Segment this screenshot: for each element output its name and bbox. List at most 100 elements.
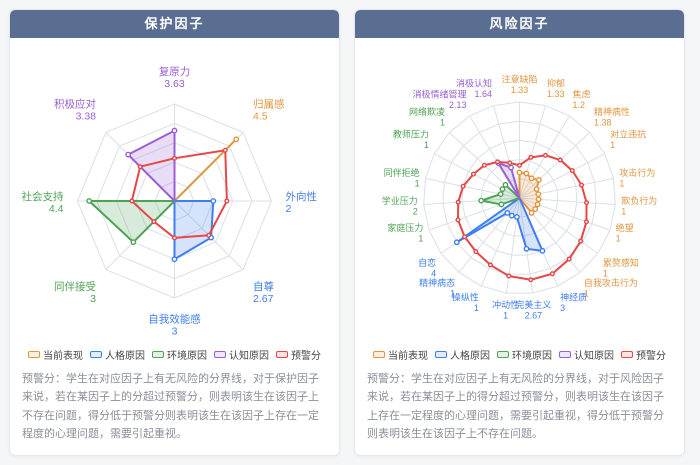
chart-legend-protective: 当前表现 人格原因 环境原因 认知原因 预警分 (10, 346, 339, 362)
axis-value-label: 1 (440, 117, 445, 127)
legend-item-环境原因[interactable]: 环境原因 (152, 347, 207, 362)
axis-value-label: 1 (616, 234, 621, 244)
chart-legend-risk: 当前表现 人格原因 环境原因 认知原因 预警分 (355, 346, 684, 362)
legend-label: 当前表现 (388, 350, 428, 362)
axis-name-label: 外向性 (286, 190, 318, 203)
legend-item-当前表现[interactable]: 当前表现 (373, 347, 428, 362)
series-环境原因 (86, 198, 176, 246)
axis-name-label: 攻击行为 (619, 167, 655, 178)
legend-marker (621, 350, 633, 358)
axis-value-label: 3 (560, 303, 565, 313)
series-预警分 (455, 152, 590, 283)
legend-label: 预警分 (636, 350, 666, 362)
axis-name-label: 欺负行为 (621, 195, 657, 206)
axis-value-label: 2.67 (253, 293, 274, 305)
legend-marker (559, 350, 571, 358)
axis-labels: 复原力3.63归属感4.5外向性2自尊2.67自我效能感3同伴接受3社会支持4.… (22, 65, 318, 338)
radar-grid (423, 101, 616, 294)
axis-name-label: 操纵性 (452, 292, 479, 303)
axis-name-label: 精神病性 (594, 106, 630, 117)
protective-factors-panel: 保护因子 复原力 3.63 归属感 4.5 外向性 2 自尊 2.67 自我效能感 3 同伴接受 3 社… (9, 9, 340, 456)
axis-name-label: 冲动性 (492, 299, 519, 310)
axis-name-label: 绝望 (616, 222, 634, 233)
axis-name-label: 网络欺凌 (409, 106, 445, 117)
legend-label: 人格原因 (450, 350, 490, 362)
axis-value-label: 2 (413, 206, 418, 216)
axis-name-label: 对立违抗 (610, 129, 646, 140)
risk-factors-panel: 风险因子 注意缺陷 1.33 抑郁 1.33 焦虑 1.2 精神病性 1.38 对立违抗 1 攻击行… (354, 9, 685, 456)
axis-value-label: 1 (415, 179, 420, 189)
axis-value-label: 1 (619, 179, 624, 189)
series-人格原因 (171, 198, 217, 263)
axis-value-label: 4.5 (253, 111, 268, 123)
series-环境原因 (478, 181, 521, 208)
axis-name-label: 教师压力 (393, 129, 429, 140)
axis-name-label: 抑郁 (547, 77, 565, 88)
legend-label: 认知原因 (574, 350, 614, 362)
legend-label: 环境原因 (512, 350, 552, 362)
axis-value-label: 1 (450, 289, 455, 299)
legend-item-预警分[interactable]: 预警分 (276, 347, 321, 362)
legend-marker (214, 350, 226, 358)
legend-item-认知原因[interactable]: 认知原因 (214, 347, 269, 362)
axis-value-label: 3.63 (164, 78, 185, 90)
legend-item-环境原因[interactable]: 环境原因 (497, 347, 552, 362)
axis-value-label: 2 (286, 203, 292, 215)
axis-name-label: 神经质 (560, 292, 587, 303)
axis-value-label: 3.38 (76, 111, 97, 123)
axis-value-label: 1.33 (547, 89, 565, 99)
axis-value-label: 1 (621, 206, 626, 216)
axis-value-label: 4.4 (49, 203, 64, 215)
legend-marker (28, 350, 40, 358)
legend-item-预警分[interactable]: 预警分 (621, 347, 666, 362)
legend-marker (435, 350, 447, 358)
axis-name-label: 学业压力 (382, 195, 418, 206)
axis-name-label: 家庭压力 (387, 222, 423, 233)
series-当前表现 (516, 169, 542, 216)
axis-name-label: 自尊 (253, 280, 274, 293)
legend-item-当前表现[interactable]: 当前表现 (28, 347, 83, 362)
legend-item-认知原因[interactable]: 认知原因 (559, 347, 614, 362)
axis-value-label: 2.13 (449, 100, 467, 110)
axis-name-label: 自我攻击行为 (584, 277, 638, 288)
axis-value-label: 1 (603, 268, 608, 278)
axis-name-label: 归属感 (253, 98, 285, 111)
axis-value-label: 1 (474, 303, 479, 313)
warning-note-risk: 预警分：学生在对应因子上有无风险的分界线，对于风险因子来说，若在某因子上的得分超… (367, 373, 664, 440)
axis-name-label: 累赘感知 (603, 257, 639, 268)
axis-name-label: 消极情绪管理 (412, 88, 466, 99)
axis-value-label: 2.67 (525, 311, 543, 321)
legend-marker (497, 350, 509, 358)
panel-title-risk: 风险因子 (355, 10, 684, 38)
axis-name-label: 积极应对 (54, 98, 96, 111)
axis-value-label: 4 (431, 268, 436, 278)
axis-value-label: 1 (424, 140, 429, 150)
series-预警分 (129, 147, 230, 241)
legend-marker (152, 350, 164, 358)
axis-name-label: 消极认知 (456, 77, 492, 88)
warning-note-protective: 预警分：学生在对应因子上有无风险的分界线，对于保护因子来说，若在某因子上的分超过… (22, 373, 319, 440)
legend-marker (276, 350, 288, 358)
legend-marker (373, 350, 385, 358)
legend-label: 环境原因 (167, 350, 207, 362)
axis-name-label: 复原力 (159, 65, 191, 78)
axis-value-label: 3 (90, 293, 96, 305)
axis-value-label: 1 (503, 311, 508, 321)
legend-label: 认知原因 (229, 350, 269, 362)
axis-value-label: 1.2 (572, 100, 585, 110)
axis-value-label: 1.38 (594, 117, 612, 127)
axis-name-label: 完美主义 (515, 299, 551, 310)
axis-name-label: 自恋 (418, 257, 436, 268)
legend-label: 人格原因 (105, 350, 145, 362)
axis-name-label: 精神病态 (419, 277, 455, 288)
legend-label: 预警分 (291, 350, 321, 362)
axis-value-label: 1.64 (474, 89, 492, 99)
axis-value-label: 1.33 (511, 85, 529, 95)
series-认知原因 (125, 127, 178, 202)
legend-item-人格原因[interactable]: 人格原因 (90, 347, 145, 362)
axis-name-label: 注意缺陷 (501, 74, 537, 85)
legend-item-人格原因[interactable]: 人格原因 (435, 347, 490, 362)
